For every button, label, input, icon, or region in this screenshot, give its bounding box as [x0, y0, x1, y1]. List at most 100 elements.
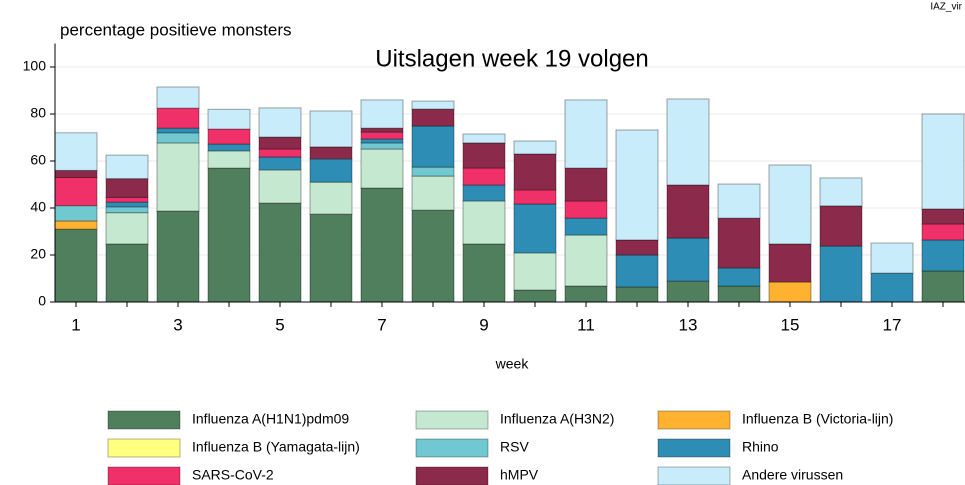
bar-segment — [819, 177, 863, 207]
x-tick-label: 1 — [71, 315, 80, 334]
bar-segment — [54, 228, 98, 303]
bar-segment — [513, 140, 557, 155]
bar-segment — [207, 108, 251, 130]
legend-swatch — [107, 438, 181, 458]
y-tick-label: 60 — [30, 152, 46, 168]
bar-segment — [207, 128, 251, 145]
bar-segment — [462, 142, 506, 169]
bar-segment — [411, 209, 455, 303]
bar-segment — [615, 239, 659, 256]
chart-title: Uitslagen week 19 volgen — [375, 45, 649, 72]
bar-segment — [156, 132, 200, 144]
x-tick-label: 5 — [275, 315, 284, 334]
bar-segment — [768, 281, 812, 303]
legend-swatch — [657, 410, 731, 430]
bar-segment — [564, 234, 608, 287]
bar-segment — [156, 142, 200, 212]
bar-segment — [513, 153, 557, 191]
bar-segment — [717, 183, 761, 219]
bar-segment — [411, 100, 455, 110]
bar-segment — [717, 217, 761, 269]
bar-segment — [309, 110, 353, 148]
x-tick-label: 9 — [479, 315, 488, 334]
bar-segment — [360, 148, 404, 189]
bar-segment — [360, 131, 404, 140]
bar-segment — [105, 154, 149, 180]
bar-segment — [105, 201, 149, 208]
bar-segment — [666, 237, 710, 282]
bar-segment — [411, 108, 455, 127]
bar-segment — [156, 210, 200, 303]
y-axis-label: percentage positieve monsters — [60, 20, 292, 39]
bar-segment — [360, 187, 404, 303]
bar-segment — [615, 254, 659, 288]
bar-segment — [564, 99, 608, 169]
bar-segment — [870, 242, 914, 274]
legend-swatch — [415, 466, 489, 485]
x-tick-label: 17 — [883, 315, 902, 334]
bar-segment — [462, 167, 506, 186]
bar-segment — [54, 205, 98, 222]
legend-label: Influenza B (Victoria-lijn) — [742, 411, 893, 427]
x-tick-label: 15 — [781, 315, 800, 334]
y-tick-label: 80 — [30, 105, 46, 121]
bar-segment — [360, 99, 404, 129]
legend-swatch — [415, 438, 489, 458]
x-tick-label: 11 — [577, 315, 595, 334]
legend-swatch — [107, 410, 181, 430]
bar-segment — [462, 243, 506, 303]
bar-segment — [411, 166, 455, 177]
bar-segment — [360, 142, 404, 150]
bar-segment — [156, 127, 200, 134]
bar-segment — [360, 127, 404, 133]
y-tick-label: 40 — [30, 199, 46, 215]
y-tick-label: 100 — [23, 58, 47, 74]
bar-segment — [207, 143, 251, 152]
bar-segment — [615, 286, 659, 303]
bar-segment — [921, 239, 965, 272]
bar-segment — [921, 113, 965, 210]
legend-label: SARS-CoV-2 — [192, 467, 274, 483]
y-tick-label: 0 — [38, 293, 46, 309]
legend-swatch — [107, 466, 181, 485]
bar-segment — [105, 178, 149, 198]
bar-segment — [54, 176, 98, 207]
x-tick-label: 3 — [173, 315, 182, 334]
bar-segment — [309, 158, 353, 183]
bar-segment — [462, 133, 506, 144]
bar-segment — [105, 212, 149, 245]
bar-segment — [258, 107, 302, 138]
bar-segment — [411, 175, 455, 211]
bar-segment — [564, 167, 608, 202]
bar-segment — [258, 202, 302, 303]
bar-segment — [105, 243, 149, 303]
source-note: IAZ_vir — [930, 2, 962, 13]
bar-segment — [462, 200, 506, 245]
bar-segment — [411, 125, 455, 168]
bar-segment — [513, 189, 557, 205]
bar-segment — [54, 169, 98, 178]
bar-segment — [768, 164, 812, 245]
y-tick-label: 20 — [30, 246, 46, 262]
bar-segment — [258, 148, 302, 158]
bar-segment — [768, 243, 812, 283]
bar-segment — [819, 205, 863, 247]
legend-label: Rhino — [742, 439, 779, 455]
legend-swatch — [657, 466, 731, 485]
bar-segment — [156, 86, 200, 109]
bar-segment — [309, 181, 353, 215]
bar-segment — [207, 150, 251, 169]
bar-segment — [258, 169, 302, 204]
bar-segment — [564, 200, 608, 219]
bar-segment — [666, 280, 710, 303]
legend-swatch — [657, 438, 731, 458]
bar-segment — [513, 252, 557, 291]
legend-swatch — [415, 410, 489, 430]
bar-segment — [54, 132, 98, 171]
bar-segment — [462, 184, 506, 202]
bar-segment — [513, 289, 557, 303]
legend-label: Influenza A(H1N1)pdm09 — [192, 411, 349, 427]
bar-segment — [105, 196, 149, 203]
bar-segment — [666, 98, 710, 186]
